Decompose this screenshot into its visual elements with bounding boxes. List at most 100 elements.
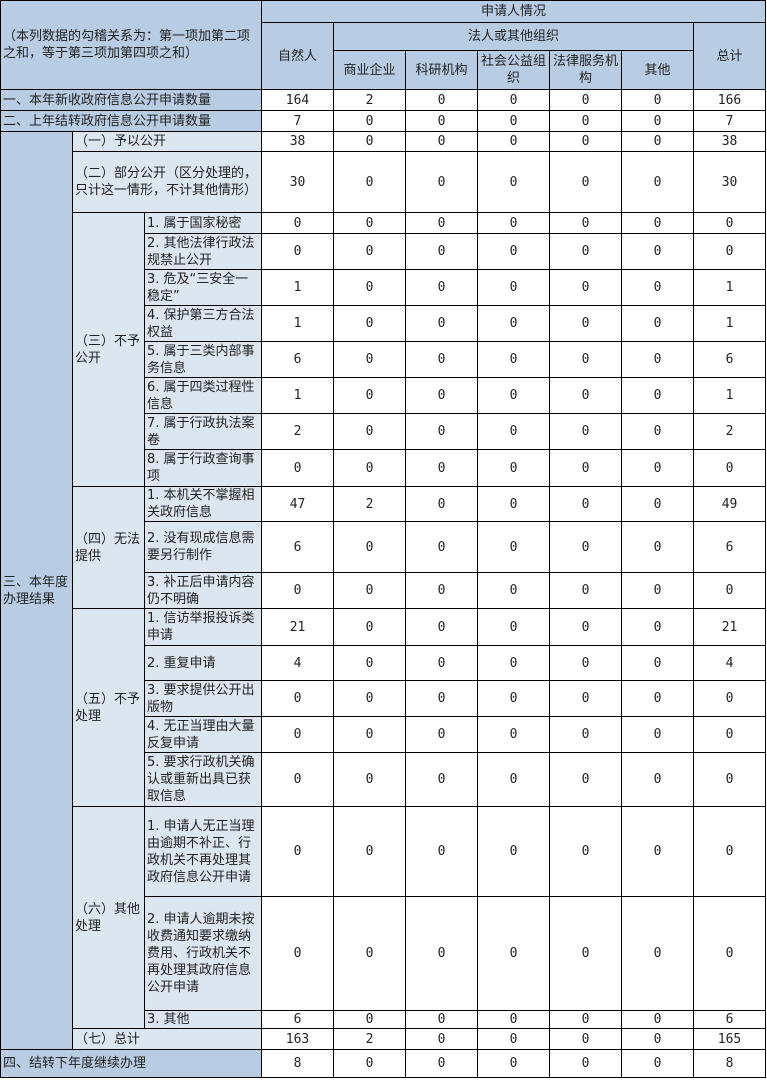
value-cell: 1 bbox=[261, 305, 335, 342]
value-cell: 0 bbox=[549, 151, 623, 213]
value-cell: 0 bbox=[549, 377, 623, 414]
value-cell: 0 bbox=[549, 110, 623, 132]
row-label: （二）部分公开（区分处理的，只计这一情形，不计其他情形） bbox=[71, 151, 263, 213]
row-label: 5. 要求行政机关确认或重新出具已获取信息 bbox=[143, 752, 263, 807]
value-cell: 0 bbox=[621, 151, 695, 213]
value-cell: 0 bbox=[621, 212, 695, 234]
total-cell: 0 bbox=[693, 896, 767, 1011]
value-cell: 0 bbox=[333, 413, 407, 450]
value-cell: 21 bbox=[261, 608, 335, 646]
value-cell: 0 bbox=[477, 413, 551, 450]
value-cell: 0 bbox=[477, 521, 551, 573]
value-cell: 0 bbox=[549, 645, 623, 681]
value-cell: 2 bbox=[333, 486, 407, 522]
value-cell: 0 bbox=[405, 572, 479, 609]
value-cell: 0 bbox=[549, 341, 623, 378]
value-cell: 0 bbox=[477, 645, 551, 681]
value-cell: 0 bbox=[477, 449, 551, 487]
value-cell: 0 bbox=[549, 1010, 623, 1029]
value-cell: 0 bbox=[477, 680, 551, 717]
row-label: 一、本年新收政府信息公开申请数量 bbox=[0, 89, 263, 111]
value-cell: 0 bbox=[549, 1028, 623, 1050]
value-cell: 0 bbox=[477, 1028, 551, 1050]
legal-group-header: 法人或其他组织 bbox=[333, 22, 695, 51]
total-cell: 0 bbox=[693, 449, 767, 487]
value-cell: 0 bbox=[261, 449, 335, 487]
org-type-header: 社会公益组织 bbox=[477, 50, 551, 90]
total-header: 总计 bbox=[693, 22, 767, 90]
total-cell: 0 bbox=[693, 572, 767, 609]
value-cell: 0 bbox=[621, 341, 695, 378]
value-cell: 0 bbox=[405, 151, 479, 213]
value-cell: 0 bbox=[405, 269, 479, 306]
value-cell: 0 bbox=[477, 233, 551, 270]
value-cell: 0 bbox=[477, 752, 551, 807]
row-label: 1. 属于国家秘密 bbox=[143, 212, 263, 234]
row-label: 2. 重复申请 bbox=[143, 645, 263, 681]
row-label: 2. 其他法律行政法规禁止公开 bbox=[143, 233, 263, 270]
value-cell: 0 bbox=[621, 1028, 695, 1050]
value-cell: 0 bbox=[621, 110, 695, 132]
value-cell: 0 bbox=[261, 212, 335, 234]
value-cell: 0 bbox=[477, 1049, 551, 1078]
value-cell: 0 bbox=[405, 680, 479, 717]
value-cell: 0 bbox=[477, 572, 551, 609]
value-cell: 0 bbox=[477, 269, 551, 306]
value-cell: 0 bbox=[405, 131, 479, 152]
value-cell: 0 bbox=[549, 449, 623, 487]
total-cell: 30 bbox=[693, 151, 767, 213]
total-cell: 0 bbox=[693, 212, 767, 234]
row-label: 1. 本机关不掌握相关政府信息 bbox=[143, 486, 263, 522]
value-cell: 38 bbox=[261, 131, 335, 152]
row-label: 1. 信访举报投诉类申请 bbox=[143, 608, 263, 646]
value-cell: 0 bbox=[261, 233, 335, 270]
value-cell: 0 bbox=[621, 1010, 695, 1029]
total-cell: 165 bbox=[693, 1028, 767, 1050]
value-cell: 0 bbox=[333, 896, 407, 1011]
value-cell: 0 bbox=[405, 89, 479, 111]
org-type-header: 商业企业 bbox=[333, 50, 407, 90]
value-cell: 0 bbox=[621, 608, 695, 646]
value-cell: 8 bbox=[261, 1049, 335, 1078]
row-label: 2. 没有现成信息需要另行制作 bbox=[143, 521, 263, 573]
value-cell: 0 bbox=[333, 608, 407, 646]
value-cell: 0 bbox=[261, 716, 335, 753]
value-cell: 0 bbox=[549, 680, 623, 717]
value-cell: 0 bbox=[477, 131, 551, 152]
value-cell: 0 bbox=[333, 151, 407, 213]
value-cell: 0 bbox=[621, 89, 695, 111]
value-cell: 0 bbox=[549, 806, 623, 897]
org-type-header: 法律服务机构 bbox=[549, 50, 623, 90]
value-cell: 0 bbox=[333, 645, 407, 681]
row-label: 3. 其他 bbox=[143, 1010, 263, 1029]
group-label: （五）不予处理 bbox=[72, 608, 145, 807]
value-cell: 0 bbox=[549, 752, 623, 807]
total-cell: 1 bbox=[693, 269, 767, 306]
row-label: 3. 补正后申请内容仍不明确 bbox=[143, 572, 263, 609]
value-cell: 0 bbox=[549, 521, 623, 573]
total-cell: 0 bbox=[693, 716, 767, 753]
value-cell: 0 bbox=[549, 233, 623, 270]
value-cell: 0 bbox=[333, 716, 407, 753]
value-cell: 4 bbox=[261, 645, 335, 681]
row-label: （一）予以公开 bbox=[71, 131, 263, 152]
value-cell: 0 bbox=[261, 680, 335, 717]
row-label: 4. 无正当理由大量反复申请 bbox=[143, 716, 263, 753]
relation-note: （本列数据的勾稽关系为：第一项加第二项之和，等于第三项加第四项之和） bbox=[0, 0, 263, 90]
value-cell: 0 bbox=[549, 896, 623, 1011]
value-cell: 0 bbox=[621, 413, 695, 450]
value-cell: 0 bbox=[477, 486, 551, 522]
value-cell: 0 bbox=[549, 572, 623, 609]
value-cell: 0 bbox=[621, 1049, 695, 1078]
value-cell: 0 bbox=[333, 806, 407, 897]
value-cell: 163 bbox=[261, 1028, 335, 1050]
value-cell: 1 bbox=[261, 377, 335, 414]
value-cell: 0 bbox=[405, 413, 479, 450]
total-cell: 0 bbox=[693, 233, 767, 270]
value-cell: 0 bbox=[261, 752, 335, 807]
row-label: （七）总计 bbox=[71, 1028, 263, 1050]
value-cell: 6 bbox=[261, 341, 335, 378]
value-cell: 0 bbox=[405, 896, 479, 1011]
value-cell: 0 bbox=[621, 305, 695, 342]
